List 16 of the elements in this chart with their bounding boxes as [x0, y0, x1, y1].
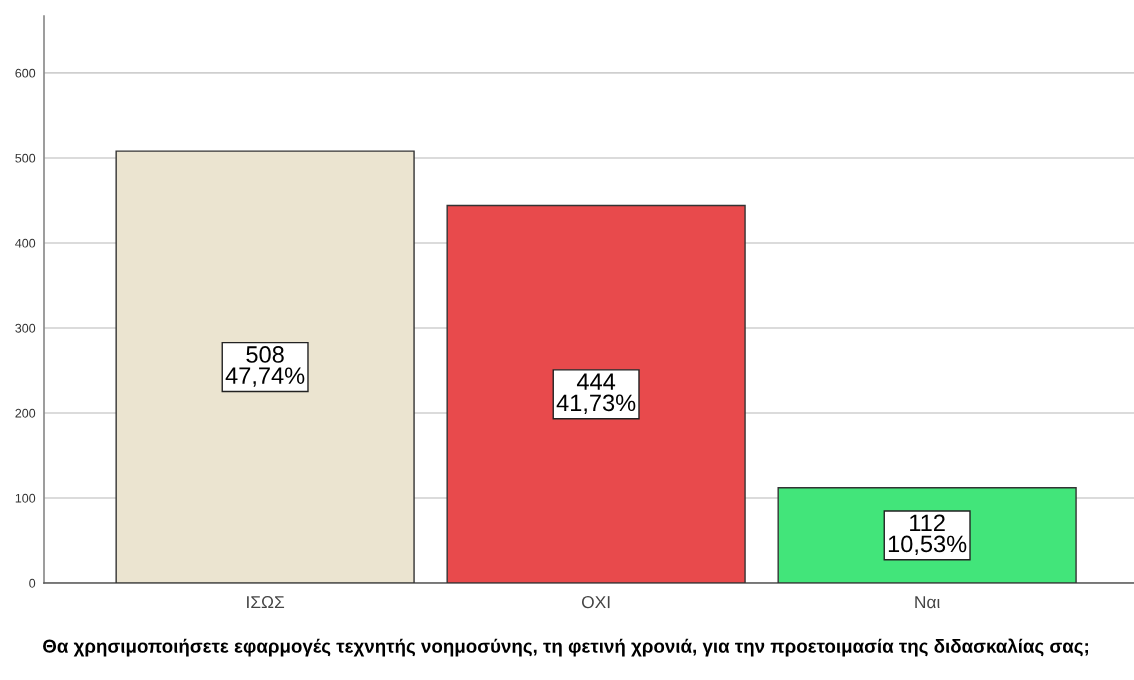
x-tick-label: ΟΧΙ	[581, 595, 610, 609]
bar	[115, 150, 415, 583]
y-tick-label: 500	[15, 153, 36, 163]
y-tick-label: 200	[15, 408, 36, 418]
data-label: 444 41,73%	[556, 373, 636, 414]
x-tick-label: Ναι	[915, 596, 940, 609]
data-label: 508 47,74%	[225, 346, 305, 387]
y-tick-label: 100	[15, 493, 36, 503]
y-tick-label: 400	[15, 238, 36, 248]
bar	[446, 204, 746, 583]
x-tick-label: ΙΣΩΣ	[247, 595, 285, 609]
y-tick-label: 300	[15, 323, 36, 333]
x-axis-title: Θα χρησιμοποιήσετε εφαρμογές τεχνητής νοημοσύνης, τη φετινή χρονιά, για την προετοιμασία της διδασκαλίας σας;	[43, 638, 1088, 657]
y-tick-label: 600	[15, 68, 36, 78]
y-tick-label: 0	[29, 578, 36, 588]
data-label: 112 10,53%	[888, 514, 967, 556]
